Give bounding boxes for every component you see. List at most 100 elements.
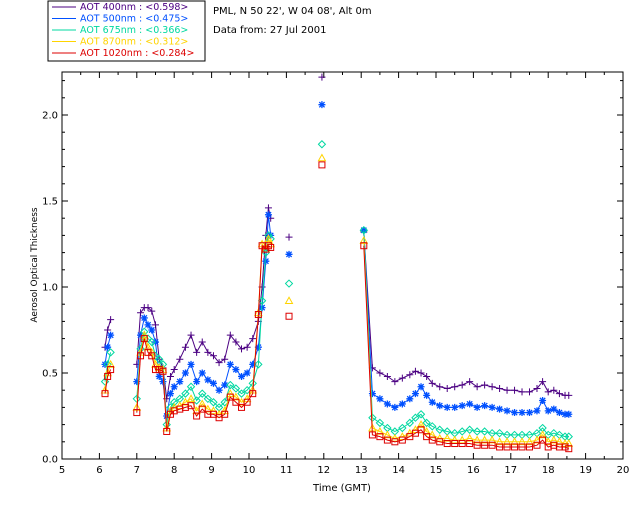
data-point bbox=[511, 409, 519, 417]
data-point bbox=[148, 307, 156, 315]
data-point bbox=[472, 435, 482, 444]
data-point bbox=[221, 355, 229, 363]
data-point bbox=[510, 437, 519, 446]
legend-entry: AOT 1020nm : <0.284> bbox=[52, 48, 194, 59]
data-point bbox=[284, 279, 294, 288]
data-point bbox=[539, 378, 547, 386]
data-point bbox=[472, 427, 482, 436]
data-point bbox=[423, 391, 431, 399]
y-axis-label: Aerosol Optical Thickness bbox=[30, 207, 40, 323]
data-point bbox=[155, 355, 164, 364]
y-tick-label: 1.5 bbox=[42, 197, 58, 208]
data-point bbox=[186, 394, 196, 403]
legend-entry: AOT 870nm : <0.312> bbox=[52, 37, 188, 48]
data-point bbox=[152, 321, 159, 329]
data-point bbox=[104, 372, 112, 380]
data-point bbox=[155, 372, 163, 380]
series-aot-870nm bbox=[100, 153, 574, 447]
data-point bbox=[209, 398, 218, 407]
data-point bbox=[318, 161, 326, 169]
data-point bbox=[397, 432, 407, 440]
data-point bbox=[107, 366, 115, 374]
series-line bbox=[363, 240, 569, 444]
data-point bbox=[496, 405, 504, 413]
data-point bbox=[480, 435, 489, 444]
data-point bbox=[457, 435, 467, 444]
data-point bbox=[411, 425, 420, 434]
data-point bbox=[451, 403, 459, 411]
legend-entry: AOT 500nm : <0.475> bbox=[52, 14, 188, 25]
data-point bbox=[564, 438, 574, 447]
data-point bbox=[220, 398, 229, 407]
data-point bbox=[565, 410, 573, 418]
x-tick-label: 16 bbox=[467, 465, 480, 476]
data-point bbox=[417, 383, 425, 391]
data-point bbox=[215, 359, 223, 367]
data-point bbox=[107, 331, 115, 339]
data-point bbox=[193, 348, 201, 356]
data-point bbox=[238, 403, 246, 411]
data-point bbox=[428, 379, 436, 387]
data-point bbox=[148, 352, 156, 360]
data-point bbox=[264, 204, 272, 212]
data-point bbox=[539, 436, 547, 444]
data-point bbox=[264, 211, 272, 219]
data-point bbox=[368, 390, 376, 398]
data-point bbox=[487, 435, 497, 444]
data-point bbox=[107, 316, 115, 324]
x-tick-label: 18 bbox=[542, 465, 555, 476]
x-tick-label: 19 bbox=[579, 465, 592, 476]
series-aot-1020nm bbox=[101, 161, 573, 453]
data-point bbox=[398, 436, 406, 444]
data-point bbox=[427, 430, 437, 439]
data-point bbox=[170, 383, 178, 391]
data-point bbox=[443, 384, 451, 392]
data-point bbox=[318, 101, 326, 109]
data-point bbox=[502, 437, 512, 446]
data-point bbox=[209, 352, 217, 360]
x-tick-label: 5 bbox=[59, 465, 65, 476]
data-point bbox=[176, 355, 184, 363]
data-point bbox=[106, 359, 115, 368]
data-point bbox=[193, 378, 201, 386]
data-point bbox=[533, 407, 541, 415]
data-point bbox=[532, 435, 542, 444]
data-point bbox=[170, 366, 178, 374]
data-point bbox=[518, 443, 526, 451]
data-point bbox=[398, 374, 406, 382]
data-point bbox=[561, 410, 569, 418]
data-point bbox=[481, 381, 489, 389]
data-point bbox=[511, 443, 519, 451]
data-point bbox=[406, 395, 414, 403]
series-aot-400nm bbox=[101, 73, 573, 403]
data-point bbox=[458, 440, 466, 448]
x-tick-label: 13 bbox=[355, 465, 368, 476]
y-tick-label: 0.5 bbox=[42, 369, 58, 380]
data-point bbox=[144, 321, 152, 329]
data-point bbox=[215, 386, 223, 394]
data-point bbox=[159, 367, 167, 375]
data-point bbox=[187, 331, 195, 339]
data-point bbox=[503, 443, 511, 451]
data-point bbox=[133, 409, 141, 417]
data-point bbox=[181, 369, 189, 377]
data-point bbox=[249, 360, 257, 368]
data-point bbox=[473, 441, 481, 449]
data-point bbox=[243, 343, 251, 351]
data-point bbox=[262, 257, 270, 265]
series-line bbox=[136, 207, 272, 399]
data-point bbox=[383, 430, 392, 439]
data-point bbox=[257, 296, 267, 305]
legend-label: AOT 675nm : <0.366> bbox=[80, 25, 188, 36]
x-tick-label: 9 bbox=[208, 465, 214, 476]
data-point bbox=[192, 406, 201, 415]
data-point bbox=[104, 343, 112, 351]
data-point bbox=[101, 390, 109, 398]
data-point bbox=[481, 441, 489, 449]
data-point bbox=[144, 304, 152, 312]
data-point bbox=[406, 371, 414, 379]
data-point bbox=[147, 337, 156, 347]
data-point bbox=[411, 390, 419, 398]
data-point bbox=[376, 395, 384, 403]
